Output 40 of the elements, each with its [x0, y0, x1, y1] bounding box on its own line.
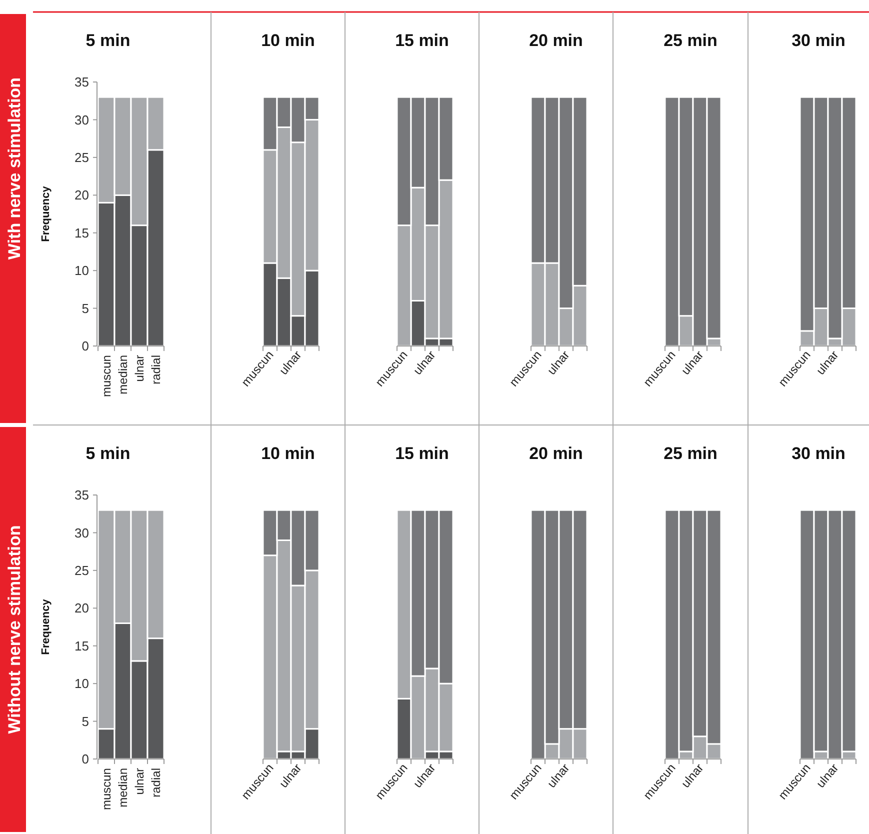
chart-title: 5 min	[86, 444, 130, 463]
y-tick-label: 35	[74, 488, 89, 503]
chart-title: 10 min	[261, 444, 315, 463]
y-axis-title: Frequency	[40, 598, 52, 655]
x-tick-label: radial	[148, 768, 163, 798]
chart-title: 5 min	[86, 31, 130, 50]
x-tick-label: ulnar	[132, 355, 146, 382]
chart-title: 30 min	[792, 444, 846, 463]
text: With nerve stimulation	[5, 77, 24, 260]
chart-title: 30 min	[792, 31, 846, 50]
y-axis-title: Frequency	[40, 185, 52, 242]
y-tick-label: 25	[74, 150, 89, 165]
x-tick-label: median	[116, 355, 130, 394]
x-tick-label: ulnar	[132, 768, 146, 795]
x-tick-label: muscun	[99, 768, 114, 810]
y-tick-label: 30	[74, 525, 89, 540]
y-tick-label: 15	[74, 225, 89, 240]
y-tick-label: 0	[82, 752, 89, 767]
y-tick-label: 25	[74, 562, 89, 578]
chart-title: 25 min	[664, 444, 718, 463]
chart-title: 20 min	[529, 444, 583, 463]
y-tick-label: 5	[82, 300, 89, 316]
chart-title: 10 min	[261, 31, 315, 50]
y-tick-label: 10	[74, 263, 89, 278]
chart-title: 15 min	[395, 444, 449, 463]
x-tick-label: median	[116, 768, 130, 808]
y-tick-label: 5	[82, 714, 89, 729]
chart-title: 15 min	[395, 31, 449, 50]
x-tick-label: muscun	[99, 355, 114, 398]
y-tick-label: 15	[74, 638, 89, 654]
y-tick-label: 10	[74, 676, 89, 692]
y-tick-label: 30	[74, 112, 89, 128]
y-tick-label: 35	[74, 74, 89, 90]
chart-title: 20 min	[529, 31, 583, 50]
y-tick-label: 0	[82, 338, 89, 354]
y-tick-label: 20	[74, 600, 89, 616]
x-tick-label: radial	[148, 355, 163, 384]
text: Without nerve stimulation	[5, 525, 24, 734]
chart-title: 25 min	[664, 31, 718, 50]
y-tick-label: 20	[74, 188, 89, 203]
